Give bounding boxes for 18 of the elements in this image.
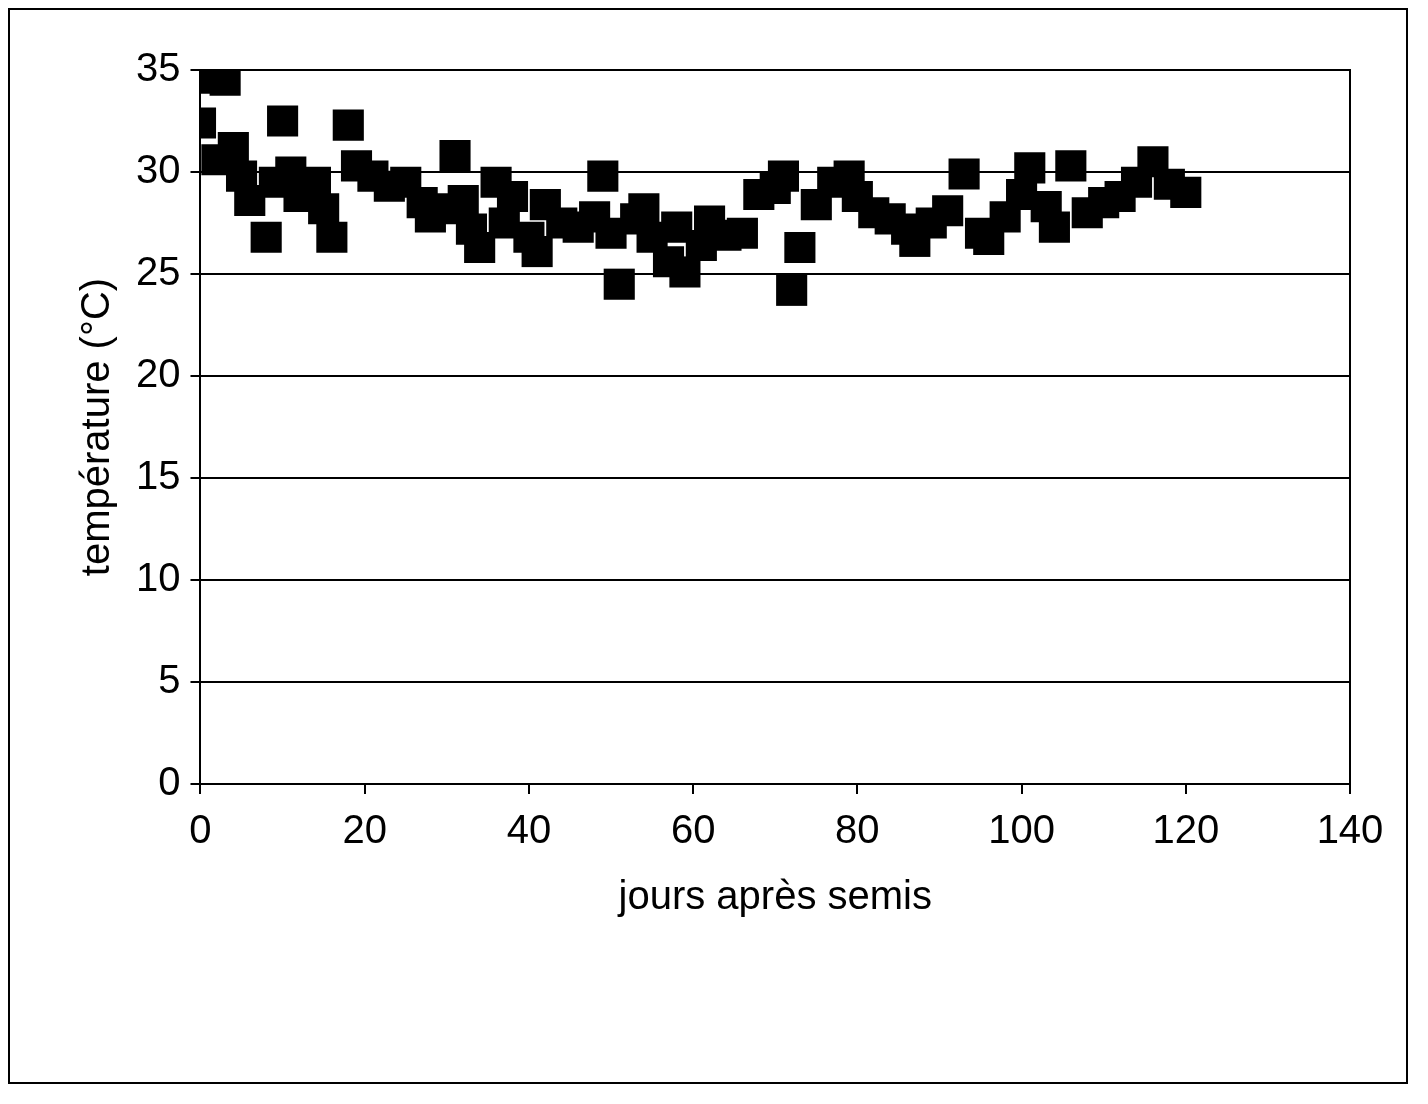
x-axis-title: jours après semis bbox=[617, 873, 932, 918]
y-tick-label: 5 bbox=[158, 657, 181, 702]
x-tick-label: 80 bbox=[835, 807, 880, 852]
y-axis-title: température (°C) bbox=[73, 277, 118, 577]
x-tick-label: 100 bbox=[988, 807, 1055, 852]
y-tick-label: 0 bbox=[158, 759, 181, 804]
y-tick-label: 25 bbox=[135, 249, 181, 294]
x-tick-label: 60 bbox=[670, 807, 716, 852]
x-tick-label: 20 bbox=[342, 807, 387, 852]
y-tick-label: 15 bbox=[135, 453, 181, 498]
x-tick-label: 140 bbox=[1316, 807, 1384, 852]
y-tick-label: 35 bbox=[135, 45, 181, 90]
y-tick-label: 30 bbox=[135, 147, 181, 192]
y-tick-label: 20 bbox=[135, 351, 181, 396]
x-tick-label: 0 bbox=[189, 807, 212, 852]
x-tick-label: 120 bbox=[1152, 807, 1220, 852]
x-tick-label: 40 bbox=[506, 807, 552, 852]
y-tick-label: 10 bbox=[135, 555, 181, 600]
